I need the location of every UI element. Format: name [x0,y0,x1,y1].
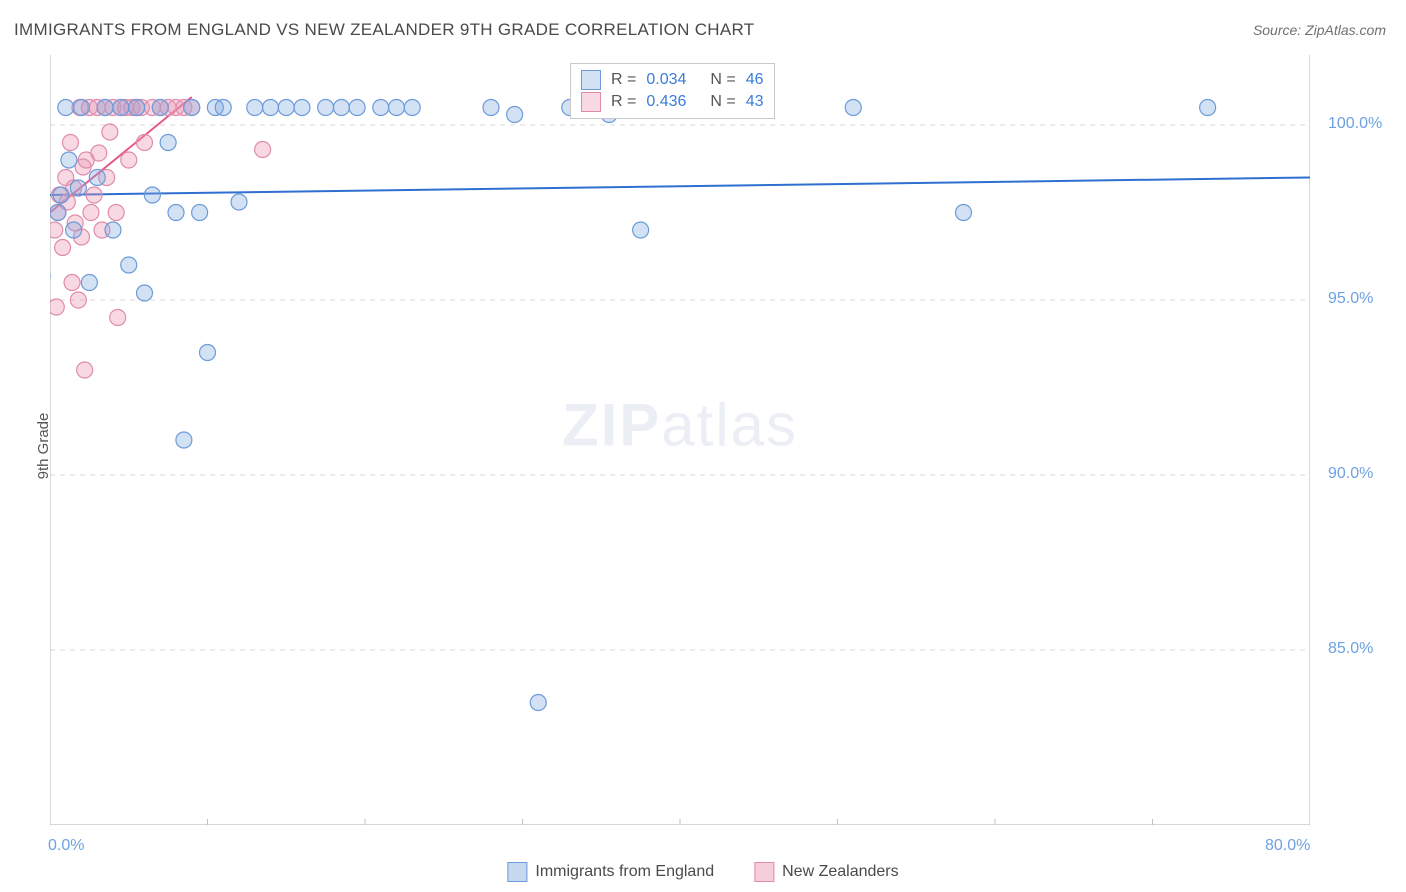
legend-row: R = 0.034 N = 46 [581,70,764,90]
legend-swatch [581,70,601,90]
legend-r-value: 0.034 [646,71,686,89]
y-tick-label: 100.0% [1328,115,1382,133]
legend-r-value: 0.436 [646,93,686,111]
legend-label: New Zealanders [782,863,899,881]
y-tick-label: 90.0% [1328,465,1373,483]
legend-label: Immigrants from England [535,863,714,881]
y-tick-label: 95.0% [1328,290,1373,308]
legend-item: Immigrants from England [507,862,714,882]
chart-source: Source: ZipAtlas.com [1253,22,1386,38]
legend-n-value: 46 [746,71,764,89]
x-tick-label: 0.0% [48,837,84,855]
legend-swatch [581,92,601,112]
legend-r-label: R = [611,93,636,111]
chart-title: IMMIGRANTS FROM ENGLAND VS NEW ZEALANDER… [14,20,754,40]
chart-plot-area: R = 0.034N = 46R = 0.436N = 43 ZIPatlas [50,55,1310,825]
legend-item: New Zealanders [754,862,899,882]
x-tick-label: 80.0% [1265,837,1310,855]
legend-swatch [754,862,774,882]
legend-n-label: N = [710,93,735,111]
legend-n-value: 43 [746,93,764,111]
legend-row: R = 0.436 N = 43 [581,92,764,112]
y-tick-label: 85.0% [1328,640,1373,658]
series-legend: Immigrants from England New Zealanders [507,862,898,882]
legend-swatch [507,862,527,882]
correlation-legend: R = 0.034 N = 46 R = 0.436 N = 43 [570,63,775,119]
legend-n-label: N = [710,71,735,89]
chart-svg [50,55,1310,825]
legend-r-label: R = [611,71,636,89]
